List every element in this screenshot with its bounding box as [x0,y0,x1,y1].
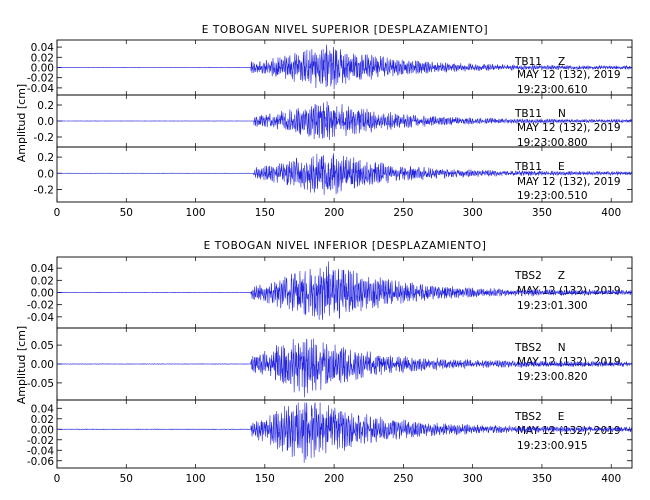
x-tick-label: 350 [532,207,552,219]
x-tick-label: 100 [186,207,206,219]
date-label: MAY 12 (132), 2019 [517,122,621,134]
x-tick-label: 250 [393,473,413,485]
y-tick-label: 0.05 [31,340,54,352]
panel-tb11-e: TB11 E MAY 12 (132), 2019 19:23:00.510 -0… [34,146,633,203]
y-tick-label: 0.00 [31,288,54,300]
station-component-label: TBS2 N [514,342,566,354]
y-tick-label: -0.02 [27,435,54,447]
y-tick-label: -0.02 [27,300,54,312]
x-tick-label: 150 [255,207,275,219]
seismogram-trace [56,101,633,140]
x-axis-superior: 0 50 100 150 200 250 300 350 400 [54,207,622,219]
x-tick-label: 300 [463,207,483,219]
y-tick-label: -0.06 [27,456,54,468]
y-tick-label: -0.04 [27,312,54,324]
panel-tb11-n: TB11 N MAY 12 (132), 2019 19:23:00.800 -0… [34,94,633,149]
time-label: 19:23:00.610 [517,84,588,96]
y-tick-label: 0.2 [37,152,54,164]
station-component-label: TB11 Z [514,56,565,68]
date-label: MAY 12 (132), 2019 [517,285,621,297]
y-tick-label: -0.04 [27,83,54,95]
x-tick-label: 350 [532,473,552,485]
y-tick-label: 0.00 [31,63,54,75]
panel-frame [56,399,633,469]
x-tick-label: 300 [463,473,483,485]
chart-title-inferior: E TOBOGAN NIVEL INFERIOR [DESPLAZAMIENTO… [204,240,487,252]
y-tick-label: 0.0 [37,116,54,128]
time-label: 19:23:00.820 [517,371,588,383]
chart-title-superior: E TOBOGAN NIVEL SUPERIOR [DESPLAZAMIENTO… [202,24,489,36]
seismogram-trace [56,338,633,398]
y-tick-label: -0.02 [27,73,54,85]
x-tick-label: 400 [601,473,621,485]
x-tick-label: 200 [324,207,344,219]
y-axis-label-inferior: Amplitud [cm] [15,326,28,404]
x-axis-inferior: 0 50 100 150 200 250 300 350 400 [54,473,622,485]
seismogram-trace [56,153,633,195]
panel-tb11-z: TB11 Z MAY 12 (132), 2019 19:23:00.610 -0… [27,39,633,96]
y-tick-label: 0.04 [31,403,55,415]
panel-tbs2-e: TBS2 E MAY 12 (132), 2019 19:23:00.915 -0… [27,399,633,469]
y-tick-label: 0.2 [37,100,54,112]
x-tick-label: 50 [120,473,133,485]
date-label: MAY 12 (132), 2019 [517,69,621,81]
panel-tbs2-n: TBS2 N MAY 12 (132), 2019 19:23:00.820 -0… [27,327,633,401]
x-tick-label: 0 [54,473,61,485]
time-label: 19:23:01.300 [517,300,588,312]
y-tick-label: -0.2 [34,132,55,144]
x-tick-label: 200 [324,473,344,485]
y-tick-label: 0.00 [31,359,54,371]
station-component-label: TB11 N [514,108,566,120]
y-tick-label: 0.04 [31,263,55,275]
y-tick-label: 0.00 [31,424,54,436]
panel-frame [56,146,633,203]
seismogram-trace [56,44,633,90]
y-tick-label: 0.02 [31,414,54,426]
x-tick-label: 100 [186,473,206,485]
x-tick-label: 400 [601,207,621,219]
y-tick-label: -0.2 [34,184,55,196]
station-component-label: TBS2 E [514,411,564,423]
y-tick-label: -0.04 [27,445,54,457]
chart-inferior: E TOBOGAN NIVEL INFERIOR [DESPLAZAMIENTO… [15,240,633,485]
y-tick-label: 0.0 [37,168,54,180]
time-label: 19:23:00.510 [517,190,588,202]
panel-tbs2-z: TBS2 Z MAY 12 (132), 2019 19:23:01.300 -0… [27,256,633,329]
time-label: 19:23:00.915 [517,440,588,452]
y-tick-label: 0.02 [31,275,54,287]
x-tick-label: 50 [120,207,133,219]
y-tick-label: -0.05 [27,378,54,390]
x-tick-label: 150 [255,473,275,485]
x-tick-label: 250 [393,207,413,219]
seismogram-trace [56,261,633,321]
x-tick-label: 0 [54,207,61,219]
seismogram-trace [56,402,632,463]
y-tick-label: 0.02 [31,52,54,64]
station-component-label: TB11 E [514,161,565,173]
y-axis-label-superior: Amplitud [cm] [15,84,28,162]
y-tick-label: 0.04 [31,42,55,54]
station-component-label: TBS2 Z [514,270,565,282]
time-label: 19:23:00.800 [517,137,588,149]
chart-superior: E TOBOGAN NIVEL SUPERIOR [DESPLAZAMIENTO… [15,24,633,219]
date-label: MAY 12 (132), 2019 [517,176,621,188]
